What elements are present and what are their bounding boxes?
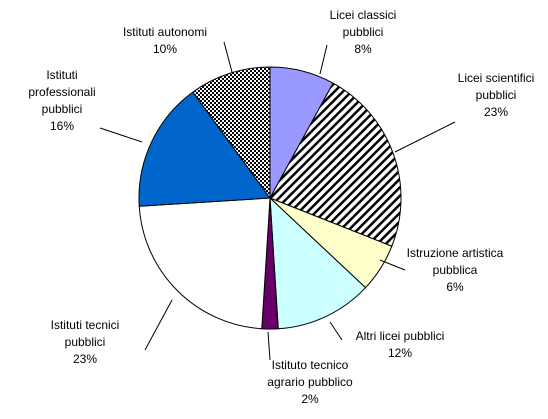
slice-label: Altri licei pubblici 12% bbox=[330, 328, 470, 362]
value-label: 12% bbox=[387, 346, 413, 360]
value-label: 16% bbox=[49, 119, 75, 133]
leader-line bbox=[223, 41, 233, 73]
pie-slice bbox=[138, 91, 271, 207]
leader-line bbox=[99, 127, 143, 143]
slice-label: Istituti professionali pubblici 16% bbox=[22, 67, 102, 135]
category-label: Istituto tecnico agrario pubblico bbox=[267, 358, 353, 389]
slice-label: Istituti tecnici pubblici 23% bbox=[35, 317, 135, 368]
leader-line bbox=[394, 121, 456, 153]
pie-slice bbox=[269, 82, 402, 247]
pie-slice bbox=[269, 196, 367, 330]
category-label: Istituti tecnici pubblici bbox=[50, 318, 120, 349]
value-label: 8% bbox=[354, 42, 372, 56]
category-label: Istituti autonomi bbox=[122, 25, 208, 39]
category-label: Licei scientifici pubblici bbox=[457, 71, 535, 102]
pie-slice bbox=[192, 66, 271, 200]
leader-line bbox=[144, 299, 173, 351]
category-label: Istituti professionali pubblici bbox=[28, 68, 96, 116]
value-label: 23% bbox=[72, 352, 98, 366]
slice-label: Istruzione artistica pubblica 6% bbox=[400, 245, 510, 296]
category-label: Altri licei pubblici bbox=[355, 329, 445, 343]
leader-line bbox=[379, 259, 406, 271]
category-label: Licei classici pubblici bbox=[329, 8, 397, 39]
slice-label: Licei classici pubblici 8% bbox=[318, 7, 408, 58]
leader-line bbox=[267, 331, 271, 361]
slice-label: Istituti autonomi 10% bbox=[95, 24, 235, 58]
leader-line bbox=[319, 44, 328, 75]
leader-line bbox=[329, 321, 343, 341]
slice-label: Istituto tecnico agrario pubblico 2% bbox=[255, 357, 365, 408]
category-label: Istruzione artistica pubblica bbox=[406, 246, 504, 277]
value-label: 23% bbox=[483, 105, 509, 119]
slice-label: Licei scientifici pubblici 23% bbox=[446, 70, 546, 121]
value-label: 6% bbox=[446, 280, 464, 294]
value-label: 10% bbox=[152, 42, 178, 56]
pie-slice bbox=[138, 197, 271, 330]
value-label: 2% bbox=[301, 392, 319, 406]
